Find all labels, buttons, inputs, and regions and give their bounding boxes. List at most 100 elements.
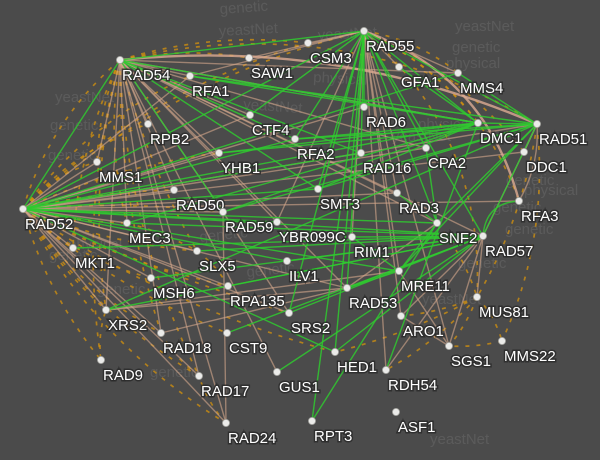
node-label-mms4[interactable]: MMS4 (459, 79, 505, 99)
node-label-smt3[interactable]: SMT3 (319, 195, 362, 215)
node-ctf4[interactable]: CTF4 (245, 111, 291, 141)
node-dot-rad52[interactable] (18, 204, 27, 213)
node-label-mus81[interactable]: MUS81 (478, 303, 531, 323)
node-rad16[interactable]: RAD16 (356, 148, 413, 179)
node-dot-csm3[interactable] (303, 39, 312, 48)
node-label-mms1[interactable]: MMS1 (98, 168, 144, 188)
node-dot-mus81[interactable] (472, 292, 481, 301)
node-rad53[interactable]: RAD53 (342, 283, 399, 314)
node-smt3[interactable]: SMT3 (313, 184, 362, 215)
node-rad18[interactable]: RAD18 (156, 328, 213, 359)
node-gfa1[interactable]: GFA1 (394, 63, 441, 93)
node-ddc1[interactable]: DDC1 (520, 147, 568, 178)
node-csm3[interactable]: CSM3 (303, 39, 353, 69)
node-dot-mms4[interactable] (453, 69, 462, 78)
node-dot-xrs2[interactable] (102, 305, 111, 314)
node-dot-rad24[interactable] (221, 418, 230, 427)
node-label-asf1[interactable]: ASF1 (397, 418, 438, 438)
node-label-rad50[interactable]: RAD50 (175, 196, 226, 216)
node-rfa2[interactable]: RFA2 (290, 134, 336, 165)
node-dot-rad50[interactable] (169, 185, 178, 194)
node-label-rad16[interactable]: RAD16 (362, 159, 413, 179)
node-label-gfa1[interactable]: GFA1 (400, 73, 441, 93)
node-dot-sgs1[interactable] (444, 341, 453, 350)
node-label-rad17[interactable]: RAD17 (200, 382, 251, 402)
node-xrs2[interactable]: XRS2 (102, 305, 149, 336)
node-rad55[interactable]: RAD55 (359, 26, 416, 57)
node-mre11[interactable]: MRE11 (394, 266, 451, 297)
node-slx5[interactable]: SLX5 (192, 246, 237, 277)
node-label-rpb2[interactable]: RPB2 (149, 130, 191, 150)
node-label-rad24[interactable]: RAD24 (227, 429, 278, 449)
node-rad3[interactable]: RAD3 (392, 188, 441, 219)
node-dot-saw1[interactable] (244, 54, 253, 63)
node-dot-rad57[interactable] (478, 231, 487, 240)
node-asf1[interactable]: ASF1 (391, 407, 438, 438)
node-dot-gus1[interactable] (272, 367, 281, 376)
node-aro1[interactable]: ARO1 (396, 311, 446, 342)
node-dot-smt3[interactable] (313, 184, 322, 193)
node-mms22[interactable]: MMS22 (497, 336, 558, 367)
node-dot-mms22[interactable] (497, 336, 506, 345)
node-dot-slx5[interactable] (192, 246, 201, 255)
node-dot-dmc1[interactable] (473, 119, 482, 128)
node-label-rfa3[interactable]: RFA3 (520, 207, 561, 227)
node-rad6[interactable]: RAD6 (359, 103, 408, 133)
node-dot-rdh54[interactable] (381, 365, 390, 374)
node-dot-rad18[interactable] (156, 328, 165, 337)
node-label-sgs1[interactable]: SGS1 (450, 352, 493, 372)
node-rpa135[interactable]: RPA135 (223, 281, 286, 312)
node-label-gus1[interactable]: GUS1 (278, 378, 322, 398)
node-label-cpa2[interactable]: CPA2 (427, 154, 468, 174)
node-label-rpt3[interactable]: RPT3 (313, 427, 354, 447)
node-rad9[interactable]: RAD9 (97, 355, 145, 386)
node-srs2[interactable]: SRS2 (284, 308, 332, 339)
node-gus1[interactable]: GUS1 (272, 367, 322, 398)
node-label-saw1[interactable]: SAW1 (250, 64, 295, 84)
node-rad57[interactable]: RAD57 (478, 231, 535, 262)
node-dot-yhb1[interactable] (214, 148, 223, 157)
node-label-rad51[interactable]: RAD51 (538, 130, 589, 150)
node-dot-rad51[interactable] (533, 120, 542, 129)
node-label-msh6[interactable]: MSH6 (152, 284, 197, 304)
node-dot-cst9[interactable] (222, 328, 231, 337)
node-label-yhb1[interactable]: YHB1 (220, 159, 262, 179)
node-dot-rim1[interactable] (347, 232, 356, 241)
node-label-cst9[interactable]: CST9 (228, 339, 269, 359)
node-rpb2[interactable]: RPB2 (143, 120, 191, 150)
node-label-rim1[interactable]: RIM1 (353, 243, 392, 263)
node-label-rad53[interactable]: RAD53 (348, 294, 399, 314)
node-rim1[interactable]: RIM1 (347, 232, 392, 263)
node-label-xrs2[interactable]: XRS2 (107, 316, 149, 336)
node-dot-msh6[interactable] (146, 273, 155, 282)
node-dot-rad6[interactable] (359, 103, 368, 112)
node-label-rdh54[interactable]: RDH54 (387, 376, 439, 396)
node-dot-rfa3[interactable] (515, 196, 524, 205)
node-dot-mre11[interactable] (394, 266, 403, 275)
node-label-dmc1[interactable]: DMC1 (479, 129, 525, 149)
node-dot-ybr099c[interactable] (272, 217, 281, 226)
node-rfa3[interactable]: RFA3 (515, 196, 561, 227)
node-label-mkt1[interactable]: MKT1 (74, 254, 117, 274)
node-dot-mkt1[interactable] (69, 243, 78, 252)
node-dot-cpa2[interactable] (421, 143, 430, 152)
node-dot-rad17[interactable] (194, 371, 203, 380)
node-label-mms22[interactable]: MMS22 (503, 347, 558, 367)
node-dot-rad16[interactable] (356, 148, 365, 157)
node-dot-rad53[interactable] (342, 283, 351, 292)
node-cpa2[interactable]: CPA2 (421, 143, 468, 174)
node-label-rfa1[interactable]: RFA1 (191, 82, 232, 102)
node-saw1[interactable]: SAW1 (244, 54, 295, 84)
node-dot-rfa1[interactable] (185, 72, 194, 81)
node-dot-rpa135[interactable] (223, 281, 232, 290)
node-dot-hed1[interactable] (330, 347, 339, 356)
node-label-rad54[interactable]: RAD54 (121, 66, 172, 86)
node-dot-rpb2[interactable] (143, 120, 152, 129)
node-label-aro1[interactable]: ARO1 (402, 322, 446, 342)
node-label-ilv1[interactable]: ILV1 (288, 267, 321, 287)
node-dot-ilv1[interactable] (282, 256, 291, 265)
node-label-rad59[interactable]: RAD59 (224, 218, 275, 238)
node-label-rad18[interactable]: RAD18 (162, 339, 213, 359)
node-ybr099c[interactable]: YBR099C (272, 217, 347, 248)
node-dot-mec3[interactable] (123, 218, 132, 227)
